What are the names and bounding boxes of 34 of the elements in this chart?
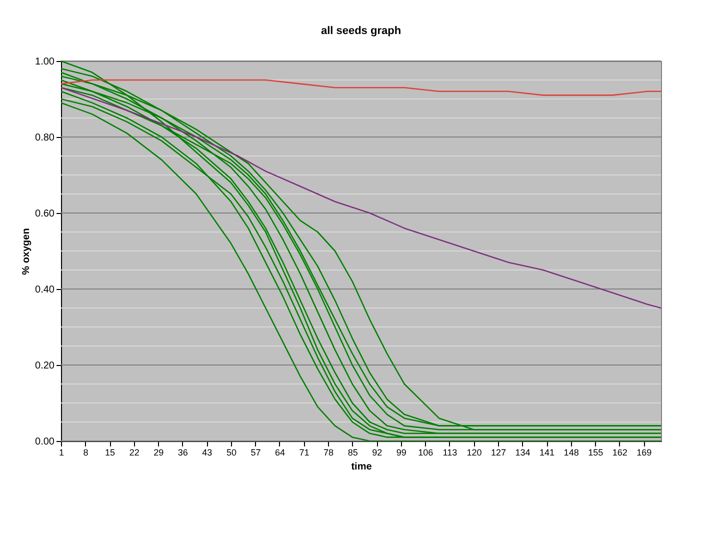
x-tick-label: 141 [540, 448, 555, 458]
x-tick-label: 92 [372, 448, 382, 458]
y-tick-label: 0.40 [35, 284, 55, 296]
x-tick-label: 134 [515, 448, 530, 458]
x-tick-label: 36 [178, 448, 188, 458]
x-tick-label: 155 [588, 448, 604, 458]
x-tick-label: 22 [129, 448, 140, 458]
x-axis-title: time [351, 462, 372, 472]
x-tick-label: 8 [83, 448, 88, 458]
x-tick-label: 15 [105, 448, 116, 458]
x-tick-label: 43 [202, 448, 212, 458]
y-tick-label: 0.00 [35, 436, 55, 448]
y-tick-label: 1.00 [35, 56, 55, 68]
x-tick-label: 1 [58, 448, 64, 458]
y-tick-label: 0.20 [35, 360, 55, 372]
x-tick-label: 85 [348, 448, 358, 458]
y-axis-title: % oxygen [21, 228, 32, 275]
x-tick-label: 162 [612, 448, 628, 458]
y-tick-label: 0.80 [35, 132, 55, 144]
x-tick-label: 99 [396, 448, 406, 458]
x-tick-label: 57 [250, 448, 261, 458]
chart-title: all seeds graph [320, 25, 402, 37]
x-tick-label: 148 [564, 448, 579, 458]
x-tick-label: 78 [324, 448, 334, 458]
x-tick-label: 64 [274, 448, 286, 458]
x-tick-label: 50 [226, 448, 236, 458]
x-tick-label: 169 [636, 448, 652, 458]
x-tick-label: 120 [466, 448, 482, 458]
y-tick-label: 0.60 [35, 208, 55, 220]
x-tick-label: 106 [418, 448, 434, 458]
x-tick-label: 71 [299, 448, 310, 458]
x-tick-label: 127 [490, 448, 506, 458]
x-tick-label: 113 [442, 448, 458, 458]
x-tick-label: 29 [154, 448, 164, 458]
